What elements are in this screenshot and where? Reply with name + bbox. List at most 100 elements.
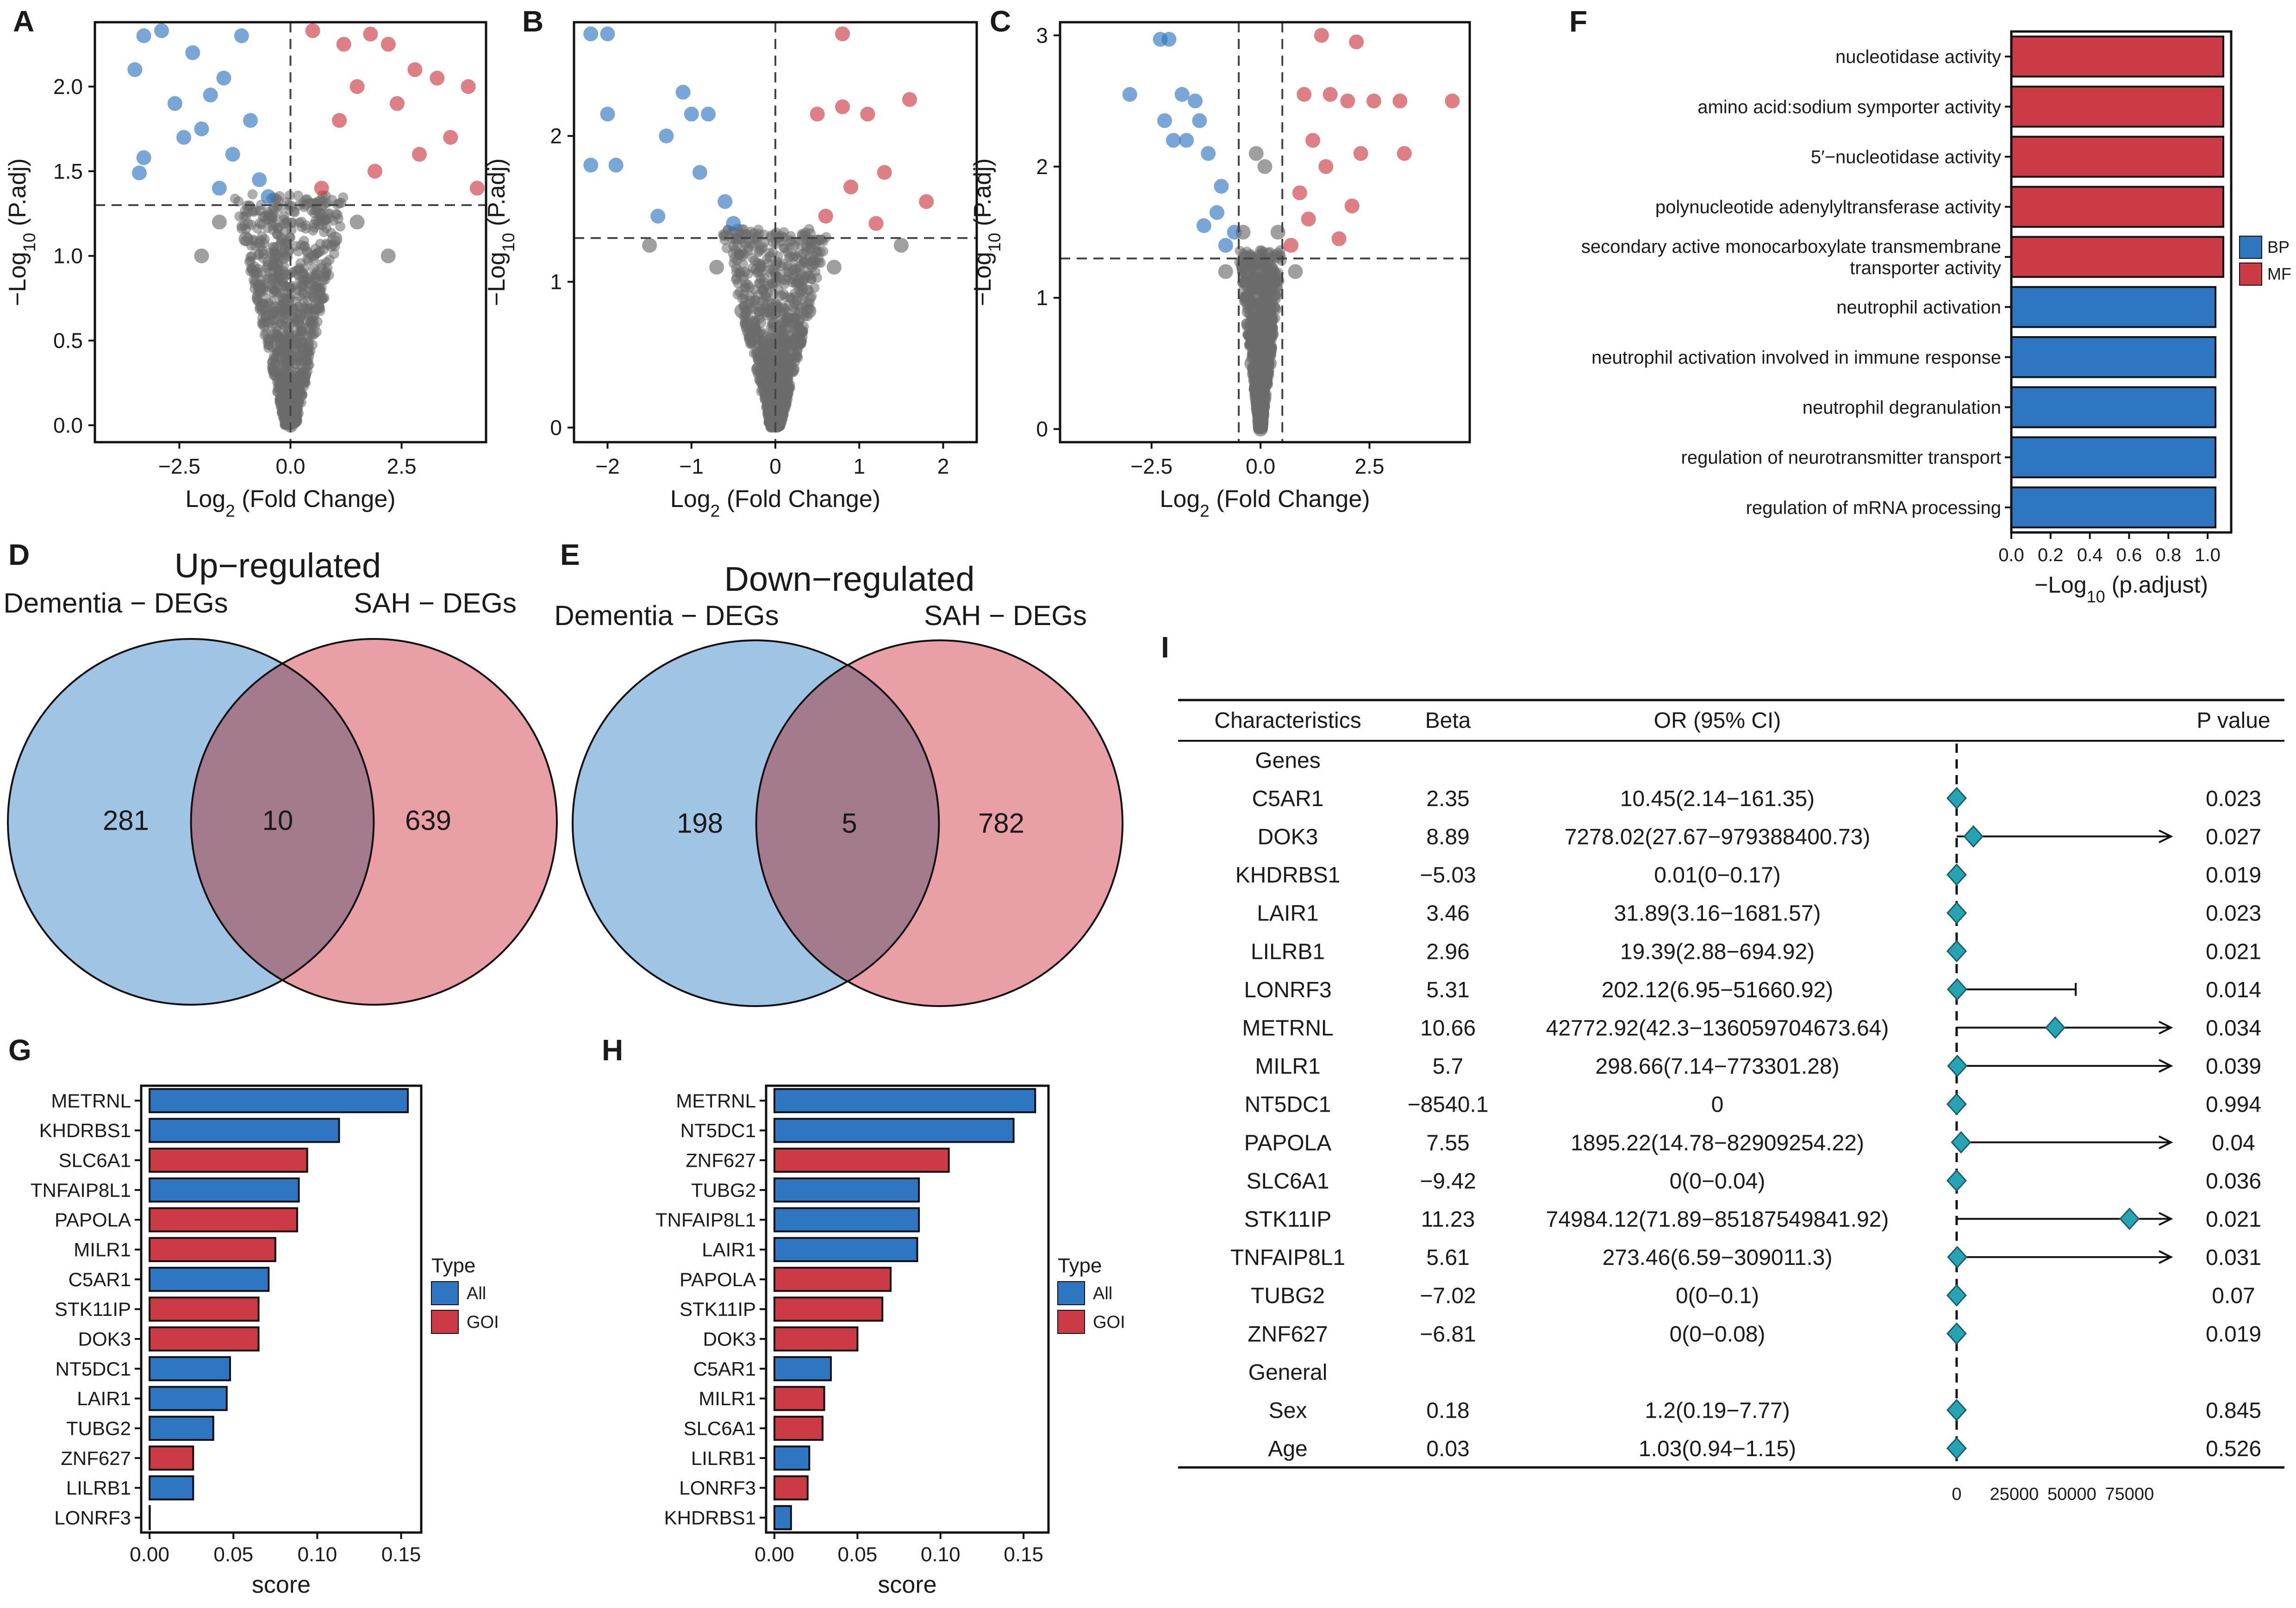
row-label: MILR1 (1255, 1054, 1320, 1079)
bar (2010, 386, 2217, 428)
data-point-up (349, 79, 365, 94)
data-point-up (1340, 94, 1355, 109)
data-point-ns (1270, 313, 1280, 324)
x-tick-label: 0 (769, 454, 781, 478)
y-tick-label: 1 (1036, 286, 1048, 310)
bar (2010, 35, 2225, 78)
data-point-ns (247, 189, 258, 200)
data-point-ns (789, 313, 800, 324)
bar (149, 1118, 340, 1143)
data-point-up (1331, 231, 1347, 246)
data-point-ns (734, 303, 749, 319)
panel-label-c: C (990, 5, 1011, 38)
beta-value: 0.18 (1426, 1399, 1469, 1423)
data-point-up (835, 99, 850, 114)
data-point-ns (297, 344, 308, 355)
data-point-ns (267, 357, 278, 368)
data-point-ns (320, 215, 331, 225)
data-point-ns (289, 392, 299, 402)
venn-right-label: SAH − DEGs (924, 600, 1087, 631)
data-point-ns (826, 260, 842, 275)
category-label: LILRB1 (691, 1447, 756, 1469)
x-tick-label: 2.5 (387, 454, 417, 478)
data-point-ns (312, 266, 322, 277)
bar (773, 1445, 811, 1471)
category-label: MILR1 (699, 1388, 756, 1409)
legend-swatch (431, 1281, 459, 1305)
data-point-ns (743, 245, 754, 256)
row-label: LONRF3 (1244, 978, 1331, 1002)
category-label: DOK3 (78, 1328, 131, 1350)
bar (2010, 136, 2225, 178)
data-point-down (1196, 218, 1211, 233)
data-point-up (461, 79, 476, 94)
data-point-ns (818, 246, 829, 257)
data-point-ns (772, 257, 783, 267)
bar (149, 1177, 300, 1203)
or-ci-value: 42772.92(42.3−136059704673.64) (1546, 1016, 1889, 1041)
x-tick-label: 0.05 (838, 1543, 878, 1566)
category-label: amino acid:sodium symporter activity (1697, 97, 2001, 117)
bar (2010, 286, 2217, 328)
bar (773, 1118, 1015, 1143)
category-label: C5AR1 (69, 1269, 131, 1290)
panel-label-g: G (8, 1033, 31, 1067)
beta-value: −7.02 (1420, 1284, 1476, 1308)
category-label: C5AR1 (693, 1358, 756, 1380)
data-point-up (902, 92, 917, 107)
data-point-up (407, 62, 423, 77)
category-label: LAIR1 (702, 1239, 756, 1261)
beta-value: 7.55 (1426, 1131, 1469, 1155)
data-point-ns (1250, 333, 1260, 344)
bar (773, 1326, 859, 1351)
category-label: ZNF627 (686, 1150, 756, 1171)
data-point-ns (1260, 279, 1271, 289)
data-point-up (818, 208, 833, 224)
or-ci-value: 202.12(6.95−51660.92) (1602, 978, 1833, 1002)
beta-value: 8.89 (1426, 825, 1469, 850)
category-label: TNFAIP8L1 (31, 1179, 131, 1201)
beta-value: −8540.1 (1408, 1093, 1489, 1117)
data-point-ns (810, 256, 821, 266)
row-label: STK11IP (1244, 1208, 1332, 1232)
or-ci-value: 0(0−0.08) (1670, 1322, 1766, 1346)
category-label: regulation of neurotransmitter transport (1681, 448, 2001, 468)
data-point-ns (777, 331, 788, 341)
point-layer (1122, 28, 1460, 437)
bar (773, 1177, 920, 1203)
x-tick-label: 75000 (2105, 1484, 2154, 1504)
legend-label: GOI (467, 1313, 499, 1332)
p-value: 0.019 (2206, 1322, 2261, 1346)
data-point-ns (327, 232, 343, 247)
x-tick-label: 25000 (1990, 1484, 2039, 1504)
column-header: Characteristics (1214, 708, 1361, 733)
x-tick-label: 0.00 (755, 1543, 794, 1566)
p-value: 0.027 (2206, 825, 2261, 850)
venn-count-overlap: 10 (262, 805, 293, 836)
data-point-ns (308, 315, 319, 326)
data-point-up (314, 181, 329, 196)
p-value: 0.845 (2206, 1399, 2261, 1423)
point-layer (127, 23, 485, 433)
category-label: STK11IP (55, 1298, 131, 1320)
data-point-down (650, 208, 666, 224)
bar (149, 1147, 308, 1173)
category-label: NT5DC1 (56, 1358, 131, 1380)
data-point-ns (284, 204, 294, 215)
data-point-ns (759, 391, 774, 406)
x-tick-label: 0.00 (130, 1543, 169, 1566)
beta-value: 0.03 (1426, 1437, 1469, 1461)
x-tick-label: 0.15 (381, 1543, 421, 1566)
panel-label-f: F (1569, 5, 1587, 38)
data-point-ns (801, 303, 817, 319)
volcano-plot-b: −2 −1 0 1 2 0 1 2 Log2 (Fold Change) −Log10 (P.ad… (483, 21, 978, 520)
or-ci-value: 74984.12(71.89−85187549841.92) (1546, 1208, 1889, 1232)
bar (2010, 236, 2225, 278)
data-point-ns (266, 330, 277, 340)
data-point-ns (779, 289, 789, 300)
data-point-ns (1240, 290, 1255, 306)
panel-label-e: E (560, 538, 580, 571)
data-point-ns (744, 282, 755, 293)
data-point-down (600, 26, 615, 42)
beta-value: 3.46 (1426, 901, 1469, 926)
